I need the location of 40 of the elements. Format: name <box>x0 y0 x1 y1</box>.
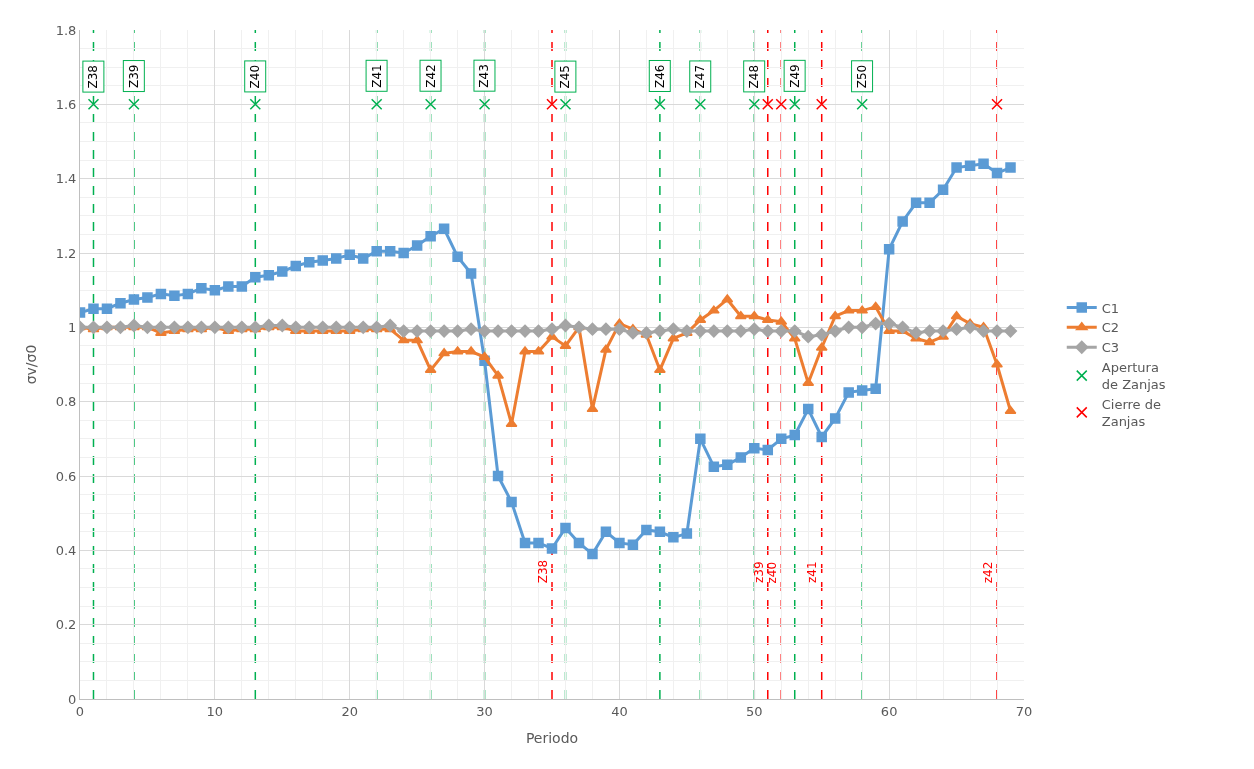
y-tick-label: 0.2 <box>55 617 77 633</box>
ref-line-label: Z38 <box>535 559 550 584</box>
ref-line-label: Z49 <box>787 64 802 88</box>
ref-line-label: z42 <box>980 561 995 584</box>
ref-line-label: Z48 <box>747 64 762 89</box>
y-tick-label: 1.2 <box>55 245 77 261</box>
ref-line-label: Z50 <box>855 64 870 89</box>
y-tick-label: 0 <box>68 691 77 707</box>
legend-label: C2 <box>1101 320 1120 336</box>
legend-label: C1 <box>1101 300 1120 316</box>
x-axis-title: Periodo <box>525 729 579 746</box>
x-tick-label: 70 <box>1015 703 1033 719</box>
ref-line-label: Z39 <box>126 64 141 89</box>
y-tick-label: 1.6 <box>55 96 77 112</box>
ref-line-label: z39 <box>751 561 766 584</box>
ref-line-label: Z45 <box>558 65 573 89</box>
x-tick-label: 60 <box>880 703 898 719</box>
y-tick-label: 1.8 <box>55 22 77 38</box>
x-tick-label: 50 <box>746 703 763 719</box>
y-tick-label: 1 <box>68 319 77 335</box>
x-tick-label: 10 <box>206 703 224 719</box>
y-tick-label: 0.6 <box>55 468 77 484</box>
legend-label: Cierre de Zanjas <box>1101 397 1162 429</box>
ref-line-label: Z40 <box>248 64 263 89</box>
ref-line-label: Z47 <box>693 64 708 89</box>
ref-line-label: z41 <box>805 561 820 583</box>
ref-line-label: Z46 <box>652 64 667 88</box>
legend-label: Apertura de Zanjas <box>1101 360 1166 393</box>
y-tick-label: 0.4 <box>55 542 77 558</box>
ref-line-label: Z38 <box>86 65 101 89</box>
ref-line-label: Z41 <box>369 64 384 88</box>
y-tick-label: 0.8 <box>55 394 77 410</box>
legend-label: C3 <box>1101 340 1120 356</box>
x-tick-label: 40 <box>611 703 628 719</box>
x-tick-label: 20 <box>341 703 358 719</box>
ref-line-label: Z43 <box>477 64 492 88</box>
x-tick-label: 30 <box>476 703 493 719</box>
y-axis-title: σv/σ0 <box>23 344 40 385</box>
y-tick-label: 1.4 <box>55 171 77 187</box>
ref-line-label: Z42 <box>423 64 438 88</box>
